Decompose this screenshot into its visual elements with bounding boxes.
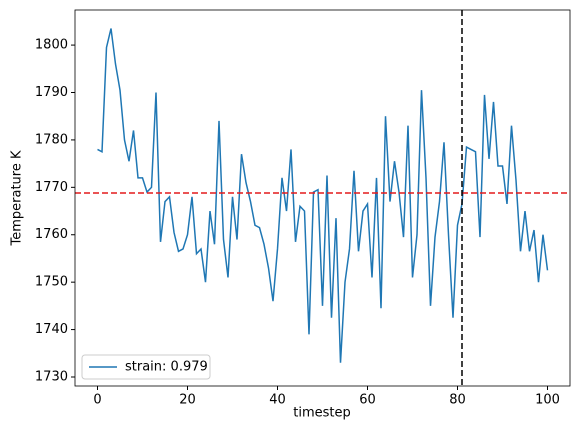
y-tick-label: 1770	[35, 180, 68, 195]
x-tick-label: 60	[359, 393, 376, 408]
legend-label: strain: 0.979	[125, 360, 208, 375]
y-tick-label: 1780	[35, 132, 68, 147]
x-tick-label: 100	[535, 393, 560, 408]
y-tick-label: 1760	[35, 227, 68, 242]
x-tick-label: 80	[449, 393, 466, 408]
legend-box	[81, 354, 211, 380]
x-axis-label: timestep	[293, 406, 351, 421]
y-tick-label: 1750	[35, 275, 68, 290]
x-tick-label: 0	[93, 393, 101, 408]
y-tick-label: 1730	[35, 369, 68, 384]
y-tick-label: 1740	[35, 322, 68, 337]
y-axis-label: Temperature K	[10, 150, 25, 246]
x-tick-label: 20	[179, 393, 196, 408]
data-line	[97, 28, 549, 363]
y-tick-label: 1790	[35, 85, 68, 100]
y-tick-label: 1800	[35, 38, 68, 53]
plot-frame	[74, 9, 571, 387]
x-tick-label: 40	[269, 393, 286, 408]
